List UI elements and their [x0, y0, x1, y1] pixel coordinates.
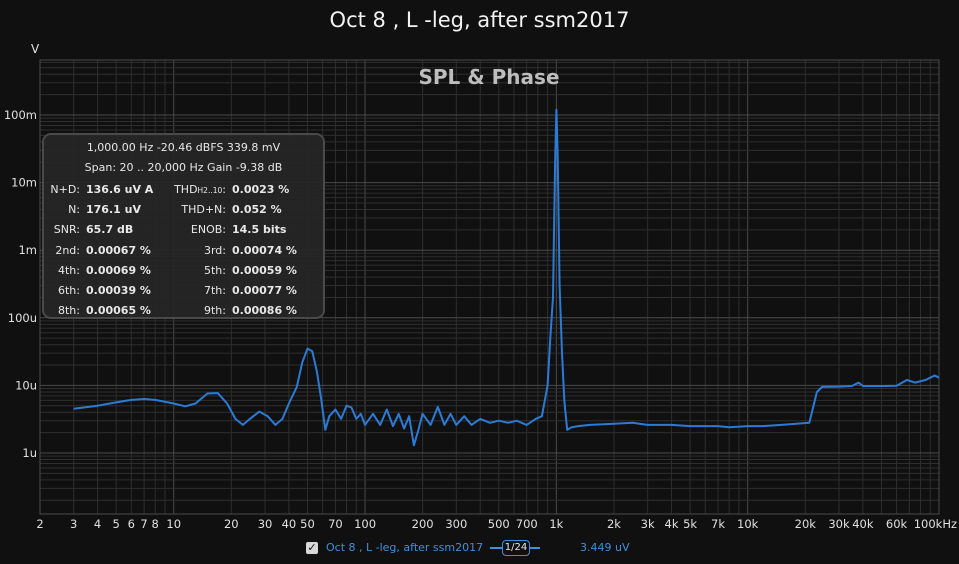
stat-label-text: THD	[174, 183, 198, 196]
stat-label-text: 7th:	[204, 284, 226, 297]
stats-span-line: Span: 20 .. 20,000 Hz Gain -9.38 dB	[84, 161, 283, 174]
stat-value: 0.00059 %	[232, 263, 297, 277]
series-visibility-checkbox[interactable]: ✓	[306, 541, 318, 554]
measurement-stats-panel: 1,000.00 Hz -20.46 dBFS 339.8 mV Span: 2…	[42, 133, 325, 319]
stat-label-text: 9th:	[204, 304, 226, 318]
stat-value: 65.7 dB	[86, 223, 134, 237]
x-tick-label: 7k	[711, 517, 725, 531]
x-tick-label: 100	[354, 517, 376, 531]
stat-value: 14.5 bits	[232, 223, 287, 237]
y-axis-ticks: 100m 10m 1m 100u 10u 1u	[4, 108, 37, 460]
stat-label: 9th:	[130, 304, 226, 317]
stat-value: 0.00069 %	[86, 263, 151, 277]
stat-label: 8th:	[58, 304, 80, 318]
x-tick-label: 30k	[828, 517, 850, 531]
plot-frame	[39, 59, 940, 515]
stat-label-text: THD+N:	[181, 203, 226, 217]
stat-label-subscript: H2..10	[197, 186, 223, 195]
legend-series-name[interactable]: Oct 8 , L -leg, after ssm2017	[326, 541, 484, 554]
x-tick-label: 10	[166, 517, 181, 531]
x-tick-label: 200	[412, 517, 434, 531]
y-tick-label: 1u	[22, 446, 37, 460]
stat-value: 0.00086 %	[232, 304, 297, 318]
x-tick-label: 20	[224, 517, 239, 531]
stat-label-colon: :	[222, 183, 226, 196]
stat-value: 0.00067 %	[86, 243, 151, 257]
x-tick-label: 2	[36, 517, 43, 531]
x-tick-label: 5	[112, 517, 119, 531]
x-tick-label: 50	[300, 517, 315, 531]
stat-label: 2nd:	[55, 243, 80, 257]
chart-title: Oct 8 , L -leg, after ssm2017	[329, 8, 630, 32]
y-tick-label: 10u	[15, 378, 37, 392]
stat-value: 0.00077 %	[232, 284, 297, 297]
x-tick-label: 1k	[549, 517, 563, 531]
cursor-value-readout: 3.449 uV	[580, 541, 630, 554]
stat-value: 136.6 uV A	[86, 183, 154, 196]
stat-label: THDH2..10:	[130, 183, 226, 196]
stat-label: 3rd:	[130, 244, 226, 257]
x-tick-label: 7	[140, 517, 147, 531]
x-tick-label: 40	[282, 517, 297, 531]
x-tick-label: 20k	[795, 517, 817, 531]
stat-label: THD+N:	[130, 203, 226, 216]
stat-label: 6th:	[58, 284, 80, 297]
stat-value: 0.00065 %	[86, 304, 151, 318]
x-tick-label: 70	[328, 517, 343, 531]
x-tick-label: 3k	[641, 517, 655, 531]
x-tick-label: 2k	[607, 517, 621, 531]
y-tick-label: 10m	[11, 176, 37, 190]
x-tick-label: 700	[516, 517, 538, 531]
stat-label-text: 5th:	[204, 263, 226, 277]
x-tick-label: 5k	[683, 517, 697, 531]
x-tick-label: 3	[70, 517, 77, 531]
stat-label: 4th:	[58, 263, 80, 277]
plot-heading: SPL & Phase	[418, 65, 559, 89]
stat-value: 0.0023 %	[232, 183, 290, 196]
stat-label: ENOB:	[130, 223, 226, 236]
x-tick-label: 40k	[852, 517, 874, 531]
stat-label: 7th:	[130, 284, 226, 297]
stat-value: 0.00074 %	[232, 243, 297, 257]
x-tick-label: 30	[258, 517, 273, 531]
x-tick-label: 60k	[886, 517, 908, 531]
stat-label: N:	[68, 203, 80, 217]
stat-label-text: ENOB:	[190, 223, 226, 237]
stat-label: 5th:	[130, 264, 226, 277]
x-axis-ticks: 2 3 4 5 6 7 8 10 20 30 40 50 70 100 200 300 500 700 1k 2k 3k…	[36, 517, 957, 531]
stat-value: 0.00039 %	[86, 284, 151, 297]
y-axis-unit: V	[31, 42, 40, 56]
stat-value: 176.1 uV	[86, 203, 141, 217]
smoothing-selector[interactable]: 1/24	[502, 540, 530, 556]
x-tick-label: 4k	[665, 517, 679, 531]
x-tick-label: 500	[488, 517, 510, 531]
x-tick-label: 8	[152, 517, 159, 531]
stat-label: N+D:	[50, 183, 80, 196]
stat-label-text: 3rd:	[203, 243, 226, 257]
x-tick-label: 300	[445, 517, 467, 531]
stat-label: SNR:	[53, 223, 80, 237]
x-tick-label: 4	[94, 517, 101, 531]
y-tick-label: 100m	[4, 108, 37, 122]
y-tick-label: 100u	[8, 311, 37, 325]
stats-main-line: 1,000.00 Hz -20.46 dBFS 339.8 mV	[86, 141, 281, 154]
y-tick-label: 1m	[18, 243, 37, 257]
x-tick-label: 10k	[737, 517, 759, 531]
series-line-0	[73, 108, 940, 447]
x-tick-label: 6	[128, 517, 135, 531]
x-tick-label: 100kHz	[914, 517, 957, 531]
stat-value: 0.052 %	[232, 203, 282, 217]
